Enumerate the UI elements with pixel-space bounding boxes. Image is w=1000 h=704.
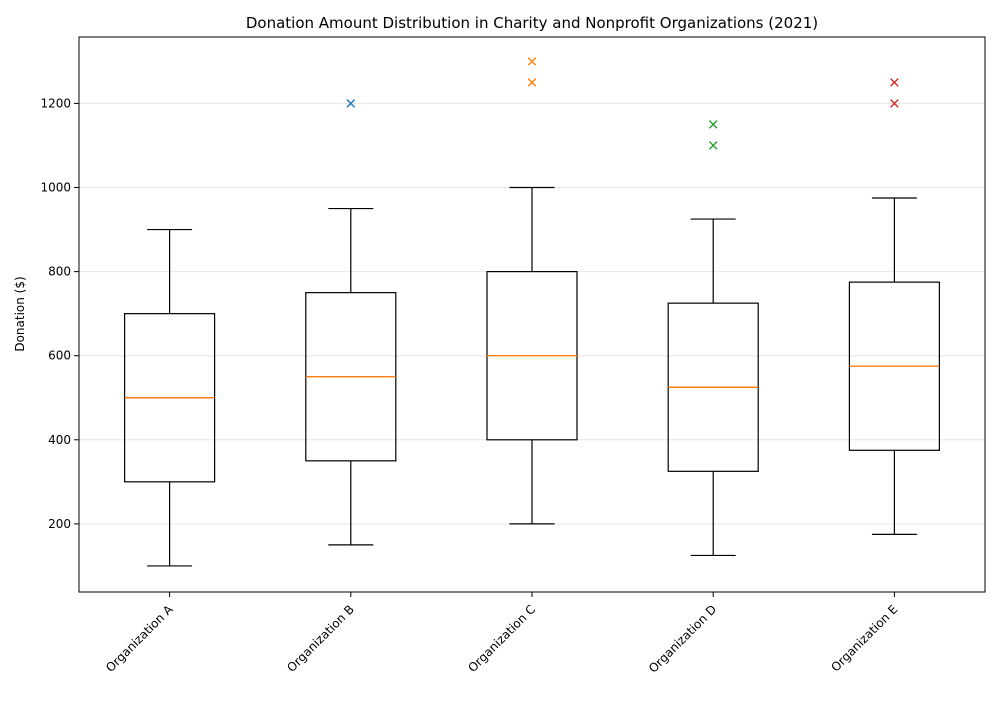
outlier-marker	[708, 141, 718, 150]
outlier-marker	[346, 99, 356, 108]
box-group	[123, 228, 216, 567]
x-tick-label: Organization D	[646, 602, 719, 675]
y-tick-label: 600	[48, 349, 71, 363]
box-group	[305, 99, 397, 546]
chart-title: Donation Amount Distribution in Charity …	[246, 14, 818, 32]
x-tick-label: Organization E	[828, 602, 900, 674]
plot-layer	[123, 57, 941, 567]
outlier-stroke	[527, 78, 537, 87]
outlier-stroke	[527, 57, 537, 66]
box-group	[486, 57, 578, 525]
x-tick-label: Organization B	[284, 602, 357, 675]
y-tick-label: 200	[48, 517, 71, 531]
y-tick-label: 800	[48, 265, 71, 279]
outlier-stroke	[708, 141, 718, 150]
x-tick-label: Organization A	[103, 602, 176, 675]
box-group	[848, 78, 941, 535]
y-axis-label: Donation ($)	[13, 276, 27, 351]
y-tick-label: 400	[48, 433, 71, 447]
y-tick-label: 1200	[40, 96, 71, 110]
box-group	[667, 120, 759, 557]
outlier-marker	[708, 120, 718, 129]
outlier-marker	[527, 78, 537, 87]
outlier-stroke	[890, 78, 899, 87]
outlier-marker	[890, 78, 899, 87]
outlier-stroke	[708, 120, 718, 129]
outlier-marker	[890, 99, 899, 108]
outlier-stroke	[890, 99, 899, 108]
outlier-stroke	[346, 99, 356, 108]
x-tick-label: Organization C	[465, 602, 538, 675]
y-tick-label: 1000	[40, 181, 71, 195]
outlier-marker	[527, 57, 537, 66]
